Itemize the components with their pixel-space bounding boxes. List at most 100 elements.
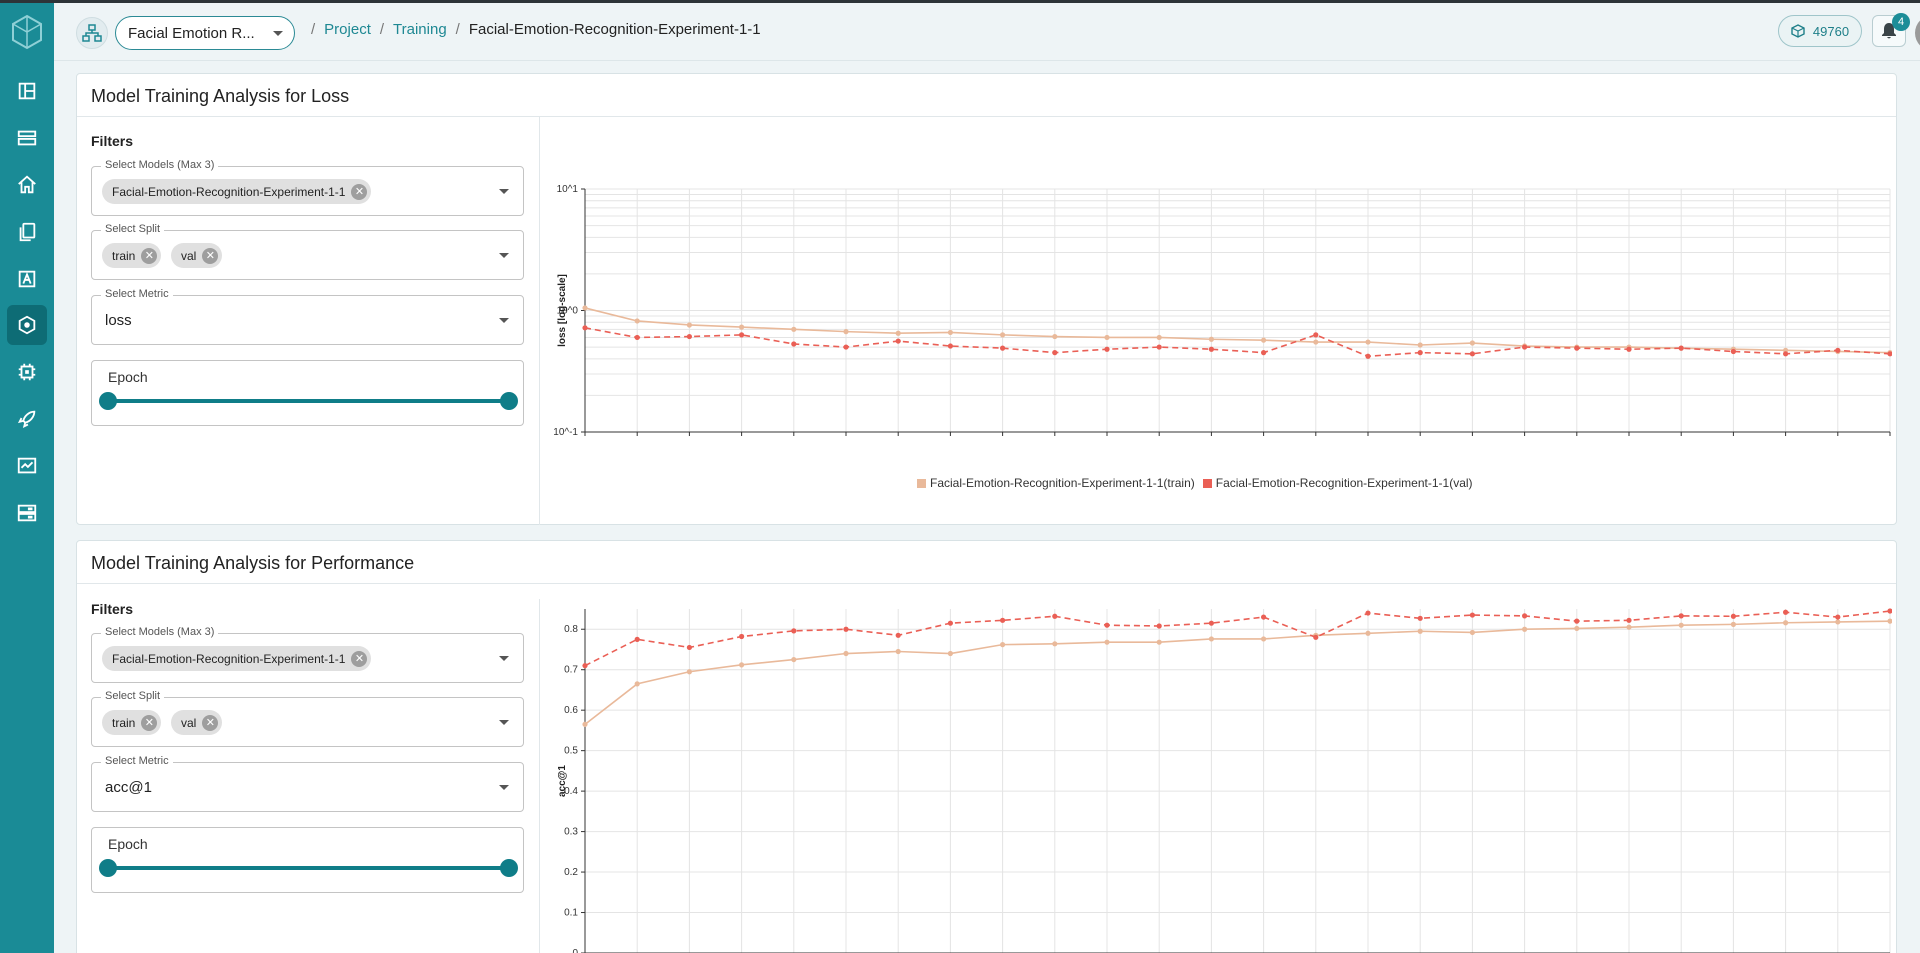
epoch-slider-max-handle[interactable] <box>500 859 518 877</box>
panel-title: Model Training Analysis for Performance <box>91 553 415 573</box>
epoch-slider-track[interactable] <box>108 866 510 870</box>
split-chip-val: val ✕ <box>171 243 223 268</box>
y-tick-label: 0.8 <box>564 624 578 635</box>
epoch-slider-max-handle[interactable] <box>500 392 518 410</box>
legend-swatch <box>1202 478 1212 488</box>
data-point-val <box>1626 617 1632 623</box>
project-hierarchy-icon[interactable] <box>76 17 108 49</box>
epoch-range-box: Epoch <box>91 827 524 893</box>
select-metric-field[interactable]: Select Metric acc@1 <box>91 755 524 812</box>
y-axis-title: acc@1 <box>557 765 568 797</box>
project-select[interactable]: Facial Emotion R... <box>115 16 295 50</box>
chip-remove-icon[interactable]: ✕ <box>351 650 368 667</box>
data-point-train <box>791 656 797 663</box>
credits-cube-icon <box>1791 24 1805 38</box>
data-point-train <box>582 305 588 311</box>
data-point-train <box>686 322 692 328</box>
data-point-val <box>1469 612 1475 618</box>
field-label: Select Metric <box>101 755 173 767</box>
app-logo-icon[interactable] <box>11 14 43 50</box>
chevron-down-icon[interactable] <box>499 656 509 661</box>
legend-item-train[interactable]: Facial-Emotion-Recognition-Experiment-1-… <box>917 476 1195 490</box>
epoch-slider-min-handle[interactable] <box>99 392 117 410</box>
home-icon[interactable] <box>7 165 47 205</box>
field-label: Select Models (Max 3) <box>101 626 219 638</box>
dataset-icon[interactable] <box>7 118 47 158</box>
data-point-val <box>1469 351 1475 357</box>
y-tick-label: 0.4 <box>564 786 578 797</box>
data-point-val <box>1678 613 1684 619</box>
data-point-val <box>895 338 901 344</box>
deploy-rocket-icon[interactable] <box>7 399 47 439</box>
chevron-down-icon[interactable] <box>499 785 509 790</box>
select-models-field[interactable]: Select Models (Max 3) Facial-Emotion-Rec… <box>91 626 524 683</box>
data-point-train <box>1887 618 1892 624</box>
data-point-val <box>1887 351 1892 357</box>
data-point-val <box>843 344 849 350</box>
data-point-val <box>1522 344 1528 350</box>
data-point-val <box>1730 348 1736 355</box>
performance-analysis-panel: Model Training Analysis for Performance … <box>76 540 1897 953</box>
data-point-val <box>1574 618 1580 624</box>
credits-button[interactable]: 49760 <box>1778 15 1862 47</box>
select-models-field[interactable]: Select Models (Max 3) Facial-Emotion-Rec… <box>91 159 524 216</box>
data-point-val <box>947 620 953 626</box>
avatar[interactable] <box>1915 15 1920 51</box>
training-icon[interactable] <box>7 305 47 345</box>
data-point-train <box>1783 620 1789 626</box>
documents-icon[interactable] <box>7 212 47 252</box>
chevron-down-icon[interactable] <box>499 253 509 258</box>
chip-label: train <box>112 715 136 730</box>
split-chip-train: train ✕ <box>102 710 162 735</box>
data-point-val <box>634 636 640 642</box>
data-point-val <box>1365 353 1371 359</box>
split-chip-val: val ✕ <box>171 710 223 735</box>
chip-icon[interactable] <box>7 352 47 392</box>
credits-value: 49760 <box>1812 23 1850 39</box>
breadcrumb-training-link[interactable]: Training <box>393 21 447 38</box>
monitor-icon[interactable] <box>7 446 47 486</box>
select-split-field[interactable]: Select Split train ✕ val ✕ <box>91 690 524 747</box>
data-point-train <box>582 721 588 727</box>
data-point-val <box>1417 350 1423 356</box>
dashboard-icon[interactable] <box>7 71 47 111</box>
y-tick-label: 0.2 <box>564 867 578 878</box>
data-point-val <box>895 632 901 638</box>
breadcrumb-project-link[interactable]: Project <box>324 21 371 38</box>
select-metric-field[interactable]: Select Metric loss <box>91 288 524 345</box>
data-point-train <box>843 650 849 657</box>
data-point-val <box>582 663 588 669</box>
chip-remove-icon[interactable]: ✕ <box>141 714 158 731</box>
chevron-down-icon[interactable] <box>499 318 509 323</box>
data-point-val <box>1574 345 1580 351</box>
data-point-val <box>1104 346 1110 352</box>
chip-remove-icon[interactable]: ✕ <box>202 247 219 264</box>
data-point-val <box>791 341 797 347</box>
storage-icon[interactable] <box>7 493 47 533</box>
chip-remove-icon[interactable]: ✕ <box>141 247 158 264</box>
field-label: Select Models (Max 3) <box>101 159 219 171</box>
breadcrumb-separator: / <box>311 21 316 38</box>
epoch-slider-min-handle[interactable] <box>99 859 117 877</box>
data-point-val <box>1417 615 1423 621</box>
chip-remove-icon[interactable]: ✕ <box>351 183 368 200</box>
chevron-down-icon[interactable] <box>499 720 509 725</box>
annotation-icon[interactable] <box>7 259 47 299</box>
data-point-val <box>1104 622 1110 628</box>
data-point-train <box>1574 625 1580 632</box>
epoch-label: Epoch <box>108 836 148 852</box>
data-point-val <box>634 334 640 341</box>
legend-item-val[interactable]: Facial-Emotion-Recognition-Experiment-1-… <box>1202 476 1473 490</box>
data-point-train <box>634 318 640 324</box>
grid-lines <box>584 609 1891 953</box>
chip-remove-icon[interactable]: ✕ <box>202 714 219 731</box>
data-point-val <box>1887 608 1892 614</box>
epoch-slider-track[interactable] <box>108 399 510 403</box>
data-point-train <box>1417 342 1423 348</box>
select-split-field[interactable]: Select Split train ✕ val ✕ <box>91 223 524 280</box>
chevron-down-icon[interactable] <box>499 189 509 194</box>
grid-lines <box>584 188 1891 433</box>
data-point-val <box>1626 346 1632 352</box>
data-point-train <box>1261 636 1267 642</box>
notification-count-badge: 4 <box>1892 13 1910 31</box>
